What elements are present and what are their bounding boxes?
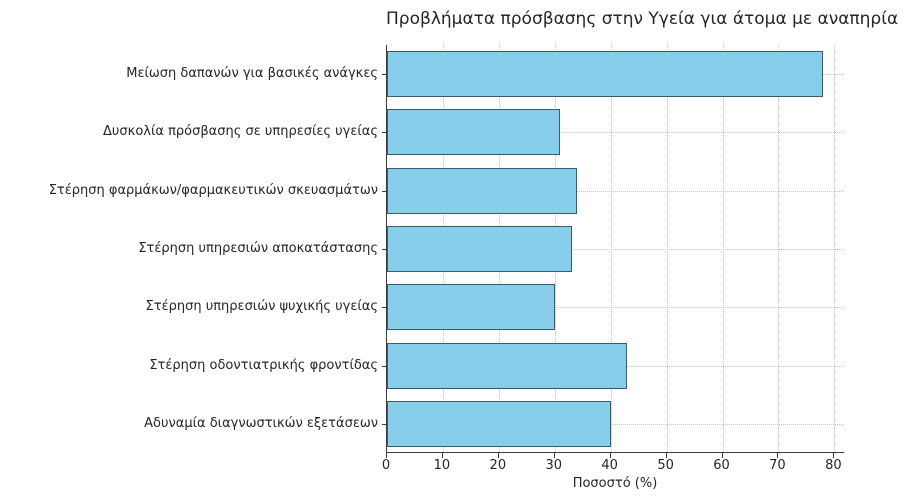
x-tick-mark (721, 453, 723, 458)
y-tick-mark (382, 365, 386, 367)
x-tick-mark (665, 453, 667, 458)
horizontal-gridline (387, 190, 844, 192)
x-tick-mark (833, 453, 835, 458)
horizontal-gridline (387, 423, 844, 425)
plot-area (386, 45, 844, 453)
x-tick-mark (497, 453, 499, 458)
bar-2 (387, 109, 561, 156)
x-tick-mark (609, 453, 611, 458)
x-tick-label: 70 (769, 458, 786, 473)
x-tick-mark (777, 453, 779, 458)
category-label: Αδυναμία διαγνωστικών εξετάσεων (144, 415, 378, 431)
x-tick-mark (386, 453, 387, 458)
category-label: Δυσκολία πρόσβασης σε υπηρεσίες υγείας (103, 124, 378, 140)
x-tick-mark (553, 453, 555, 458)
horizontal-gridline (387, 307, 844, 309)
x-tick-label: 10 (433, 458, 451, 473)
vertical-gridline (666, 45, 668, 452)
vertical-gridline (778, 45, 780, 452)
y-tick-mark (382, 307, 386, 309)
bar-1 (387, 51, 824, 98)
horizontal-gridline (387, 132, 844, 134)
y-tick-mark (382, 190, 386, 192)
vertical-gridline (610, 45, 612, 452)
category-label: Στέρηση υπηρεσιών ψυχικής υγείας (145, 299, 378, 315)
x-tick-label: 80 (825, 458, 842, 473)
x-axis-label: Ποσοστό (%) (572, 476, 658, 491)
vertical-gridline (722, 45, 724, 452)
y-axis-category-labels: Μείωση δαπανών για βασικές ανάγκες Δυσκολ… (0, 45, 378, 453)
y-tick-mark (382, 423, 386, 425)
bar-7 (387, 400, 611, 447)
chart-title: Προβλήματα πρόσβασης στην Υγεία για άτομ… (386, 9, 899, 29)
category-label: Στέρηση φαρμάκων/φαρμακευτικών σκευασμάτ… (48, 182, 378, 198)
bar-4 (387, 226, 572, 272)
x-tick-label: 20 (489, 458, 507, 473)
bar-6 (387, 342, 628, 389)
y-tick-mark (382, 132, 386, 134)
bar-3 (387, 167, 578, 214)
y-tick-mark (382, 74, 386, 76)
horizontal-gridline (387, 249, 844, 250)
x-tick-label: 30 (545, 458, 563, 473)
x-tick-label: 0 (381, 458, 391, 473)
x-tick-label: 40 (601, 458, 618, 473)
vertical-gridline (834, 45, 836, 452)
bar-5 (387, 284, 555, 331)
x-tick-mark (441, 453, 443, 458)
x-tick-label: 60 (713, 458, 730, 473)
category-label: Στέρηση υπηρεσιών αποκατάστασης (138, 241, 378, 256)
x-tick-label: 50 (657, 458, 674, 473)
y-tick-mark (382, 249, 386, 250)
category-label: Στέρηση οδοντιατρικής φροντίδας (149, 357, 378, 373)
category-label: Μείωση δαπανών για βασικές ανάγκες (126, 66, 378, 82)
